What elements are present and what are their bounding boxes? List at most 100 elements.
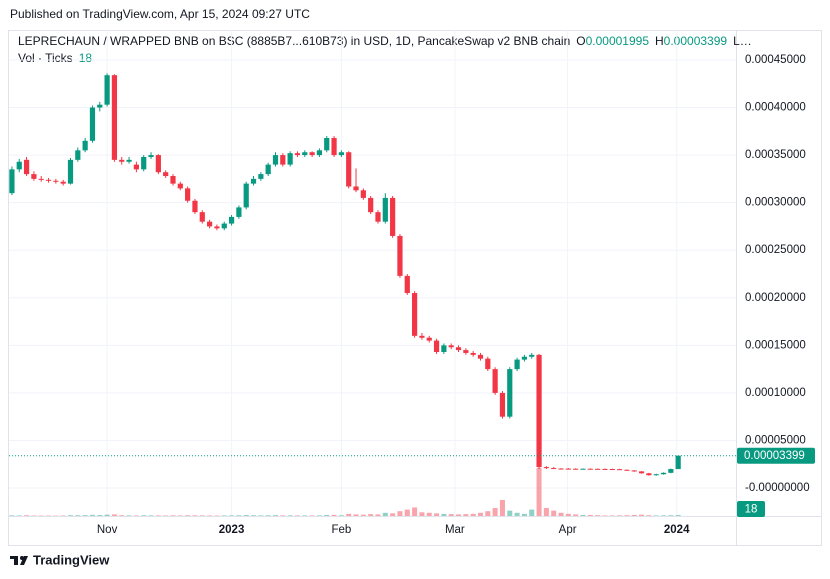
chart-frame — [8, 30, 822, 546]
volume-bar — [236, 515, 242, 516]
candle-body — [236, 207, 242, 217]
chart-title: LEPRECHAUN / WRAPPED BNB on BSC (8885B7.… — [18, 34, 570, 48]
volume-bar — [192, 515, 198, 516]
candle — [221, 221, 227, 231]
candle — [602, 468, 608, 470]
volume-bar — [243, 515, 249, 516]
volume-bar — [331, 514, 337, 516]
candle — [126, 156, 132, 164]
candle — [243, 181, 249, 210]
candle-body — [89, 107, 96, 141]
volume-bar — [595, 515, 601, 516]
candle-body — [375, 212, 381, 222]
candle — [45, 177, 52, 183]
y-tick-label: 0.00010000 — [745, 387, 806, 399]
candle-body — [309, 152, 315, 156]
candle-body — [9, 169, 15, 194]
candle-body — [382, 197, 388, 222]
candle-body — [141, 156, 147, 170]
candle-body — [294, 153, 301, 156]
volume-bar — [170, 515, 176, 516]
candle-body — [346, 152, 352, 187]
volume-bar — [111, 514, 117, 516]
volume-bar — [573, 514, 579, 516]
volume-bar — [280, 515, 286, 516]
candle-body — [595, 468, 601, 470]
candle-body — [302, 152, 308, 156]
volume-bar — [448, 514, 454, 516]
volume-label: Vol · Ticks — [18, 51, 73, 65]
volume-bar — [426, 512, 432, 516]
candle-body — [426, 337, 432, 341]
legend-open-value: 0.00001995 — [586, 34, 650, 48]
candle — [536, 353, 542, 470]
y-tick-label: 0.00015000 — [745, 339, 806, 351]
candle — [521, 354, 528, 362]
candle-body — [214, 226, 220, 229]
volume-bar — [258, 515, 264, 516]
candle — [477, 352, 484, 361]
volume-bar — [456, 514, 462, 516]
candle-body — [624, 469, 630, 471]
candle — [82, 137, 88, 153]
volume-bar — [507, 510, 513, 516]
legend-line: LEPRECHAUN / WRAPPED BNB on BSC (8885B7.… — [18, 34, 752, 48]
volume-bar — [272, 515, 278, 516]
y-tick-label: 0.00005000 — [745, 435, 806, 447]
candle — [309, 151, 315, 157]
footer-logo: TradingView — [10, 552, 110, 567]
candle — [390, 195, 396, 238]
candle-body — [45, 179, 52, 181]
candle-body — [280, 155, 286, 165]
candle — [16, 158, 22, 173]
candle-body — [580, 468, 586, 470]
candle-body — [75, 150, 81, 160]
volume-bar — [294, 515, 300, 516]
logo-dot — [20, 556, 24, 560]
candle — [148, 152, 154, 159]
legend-high-label: H — [655, 34, 664, 48]
volume-value: 18 — [79, 51, 93, 65]
candle — [155, 154, 161, 175]
candle-body — [360, 190, 366, 198]
volume-bar — [119, 515, 125, 516]
volume-bar — [529, 509, 535, 516]
volume-bar — [543, 508, 549, 516]
candle — [529, 352, 535, 359]
candle — [38, 176, 44, 182]
volume-bar — [587, 514, 593, 516]
candle — [624, 469, 630, 471]
candle — [294, 151, 301, 157]
volume-bar — [441, 513, 447, 516]
volume-bar — [287, 515, 293, 516]
legend-low-label: L… — [733, 34, 752, 48]
candle-body — [316, 150, 323, 156]
candle-body — [441, 345, 447, 353]
candle — [177, 181, 183, 191]
candle-body — [492, 369, 498, 393]
volume-bar — [419, 512, 425, 516]
candle — [338, 150, 344, 157]
volume-bar — [404, 509, 410, 516]
candle-body — [338, 152, 344, 156]
candle — [67, 157, 74, 185]
volume-bar — [324, 514, 330, 516]
volume-legend: Vol · Ticks 18 — [18, 51, 92, 65]
candle — [133, 161, 139, 173]
candle-body — [111, 75, 118, 160]
volume-bar — [229, 515, 235, 516]
candle-body — [551, 468, 557, 470]
volume-bar — [609, 515, 615, 516]
candle-body — [638, 471, 645, 474]
y-tick-label: 0.00030000 — [745, 197, 806, 209]
candle-body — [60, 181, 66, 184]
y-tick-label: 0.00025000 — [745, 244, 806, 256]
candle — [411, 291, 418, 338]
volume-badge-label: 18 — [745, 504, 758, 516]
volume-bar — [221, 515, 227, 516]
candle — [595, 468, 601, 470]
candle-body — [104, 75, 110, 105]
volume-bar — [492, 508, 498, 516]
candle — [104, 73, 110, 107]
